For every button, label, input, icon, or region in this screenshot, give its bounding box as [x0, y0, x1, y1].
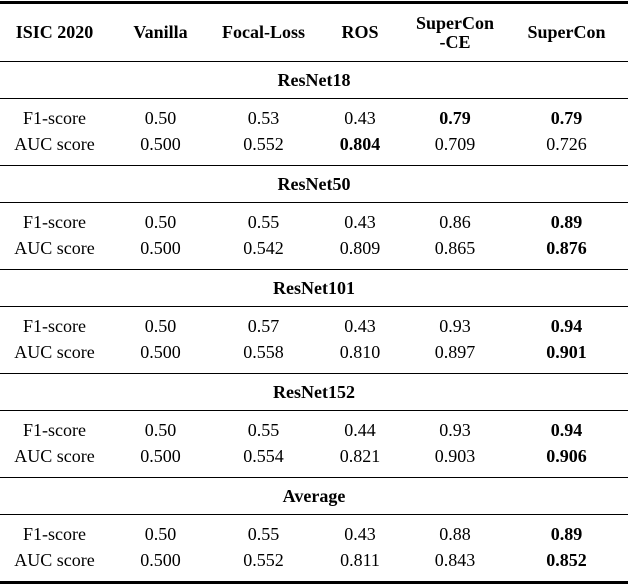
value-cell: 0.79	[550, 107, 583, 128]
value-cell: 0.897	[434, 341, 476, 362]
section-title: ResNet50	[0, 165, 628, 203]
section-header-row: ResNet101	[0, 269, 628, 307]
value-cell: 0.50	[144, 315, 177, 336]
table-row: F1-score 0.50 0.57 0.43 0.93 0.94	[0, 307, 628, 340]
section-header-row: ResNet18	[0, 61, 628, 99]
metric-label: AUC score	[14, 445, 95, 466]
value-cell: 0.43	[344, 315, 376, 336]
metric-label: F1-score	[23, 211, 86, 232]
value-cell: 0.94	[550, 315, 583, 336]
value-cell: 0.55	[247, 523, 280, 544]
header-method-ros: ROS	[315, 2, 405, 62]
metric-label: F1-score	[23, 107, 86, 128]
header-method-supercon-ce: SuperCon -CE	[405, 2, 505, 62]
value-cell: 0.554	[243, 445, 284, 466]
value-cell: 0.906	[546, 445, 587, 466]
section-header-row: ResNet50	[0, 165, 628, 203]
table-row: F1-score 0.50 0.55 0.43 0.88 0.89	[0, 515, 628, 548]
value-cell: 0.558	[243, 341, 284, 362]
table-row: AUC score 0.500 0.552 0.804 0.709 0.726	[0, 131, 628, 166]
table-row: AUC score 0.500 0.552 0.811 0.843 0.852	[0, 547, 628, 583]
value-cell: 0.50	[144, 211, 177, 232]
value-cell: 0.500	[140, 445, 181, 466]
value-cell: 0.865	[434, 237, 476, 258]
value-cell: 0.93	[439, 419, 471, 440]
header-method-vanilla: Vanilla	[109, 2, 212, 62]
value-cell: 0.86	[439, 211, 471, 232]
value-cell: 0.552	[243, 133, 284, 154]
value-cell: 0.821	[339, 445, 381, 466]
value-cell: 0.43	[344, 211, 376, 232]
value-cell: 0.94	[550, 419, 583, 440]
header-method-supercon: SuperCon	[505, 2, 628, 62]
value-cell: 0.79	[439, 107, 471, 128]
value-cell: 0.709	[434, 133, 476, 154]
value-cell: 0.542	[243, 237, 284, 258]
value-cell: 0.93	[439, 315, 471, 336]
table-header: ISIC 2020 Vanilla Focal-Loss ROS SuperCo…	[0, 2, 628, 62]
value-cell: 0.53	[247, 107, 280, 128]
metric-label: AUC score	[14, 549, 95, 570]
table-row: AUC score 0.500 0.542 0.809 0.865 0.876	[0, 235, 628, 270]
value-cell: 0.44	[344, 419, 376, 440]
value-cell: 0.852	[546, 549, 587, 570]
table-row: F1-score 0.50 0.55 0.44 0.93 0.94	[0, 411, 628, 444]
metric-label: AUC score	[14, 341, 95, 362]
value-cell: 0.500	[140, 549, 181, 570]
section-average: Average F1-score 0.50 0.55 0.43 0.88 0.8…	[0, 477, 628, 583]
value-cell: 0.50	[144, 523, 177, 544]
section-header-row: ResNet152	[0, 373, 628, 411]
value-cell: 0.50	[144, 107, 177, 128]
value-cell: 0.55	[247, 211, 280, 232]
value-cell: 0.811	[340, 549, 380, 570]
value-cell: 0.43	[344, 107, 376, 128]
value-cell: 0.89	[550, 211, 583, 232]
value-cell: 0.500	[140, 341, 181, 362]
value-cell: 0.89	[550, 523, 583, 544]
section-resnet101: ResNet101 F1-score 0.50 0.57 0.43 0.93 0…	[0, 269, 628, 374]
value-cell: 0.876	[546, 237, 587, 258]
header-dataset: ISIC 2020	[0, 2, 109, 62]
section-title: ResNet152	[0, 373, 628, 411]
section-title: ResNet101	[0, 269, 628, 307]
value-cell: 0.88	[439, 523, 471, 544]
metric-label: F1-score	[23, 523, 86, 544]
metric-label: F1-score	[23, 419, 86, 440]
section-title: ResNet18	[0, 61, 628, 99]
section-resnet50: ResNet50 F1-score 0.50 0.55 0.43 0.86 0.…	[0, 165, 628, 270]
value-cell: 0.57	[247, 315, 280, 336]
value-cell: 0.809	[339, 237, 381, 258]
table-row: F1-score 0.50 0.53 0.43 0.79 0.79	[0, 99, 628, 132]
value-cell: 0.500	[140, 133, 181, 154]
value-cell: 0.43	[344, 523, 376, 544]
header-row: ISIC 2020 Vanilla Focal-Loss ROS SuperCo…	[0, 2, 628, 62]
value-cell: 0.903	[434, 445, 476, 466]
table-row: AUC score 0.500 0.558 0.810 0.897 0.901	[0, 339, 628, 374]
value-cell: 0.500	[140, 237, 181, 258]
value-cell: 0.843	[434, 549, 476, 570]
header-method-focal-loss: Focal-Loss	[212, 2, 315, 62]
metric-label: AUC score	[14, 237, 95, 258]
metric-label: AUC score	[14, 133, 95, 154]
value-cell: 0.901	[546, 341, 587, 362]
value-cell: 0.55	[247, 419, 280, 440]
section-title: Average	[0, 477, 628, 515]
value-cell: 0.810	[339, 341, 381, 362]
value-cell: 0.726	[546, 133, 587, 154]
value-cell: 0.552	[243, 549, 284, 570]
section-header-row: Average	[0, 477, 628, 515]
table-row: AUC score 0.500 0.554 0.821 0.903 0.906	[0, 443, 628, 478]
metric-label: F1-score	[23, 315, 86, 336]
section-resnet152: ResNet152 F1-score 0.50 0.55 0.44 0.93 0…	[0, 373, 628, 478]
value-cell: 0.804	[339, 133, 381, 154]
value-cell: 0.50	[144, 419, 177, 440]
section-resnet18: ResNet18 F1-score 0.50 0.53 0.43 0.79 0.…	[0, 61, 628, 166]
table-row: F1-score 0.50 0.55 0.43 0.86 0.89	[0, 203, 628, 236]
